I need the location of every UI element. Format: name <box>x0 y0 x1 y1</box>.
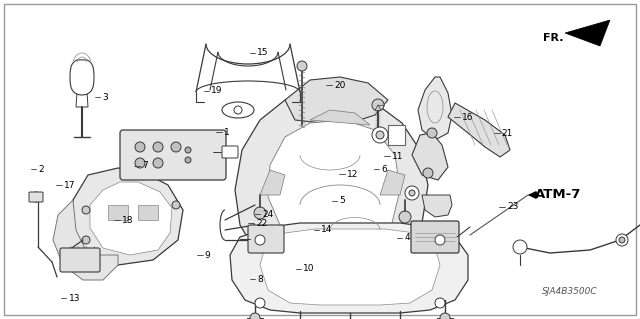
Polygon shape <box>268 120 400 253</box>
Text: ATM-7: ATM-7 <box>535 189 581 202</box>
FancyBboxPatch shape <box>248 225 284 253</box>
Polygon shape <box>285 77 388 123</box>
Text: 16: 16 <box>462 113 474 122</box>
Circle shape <box>409 190 415 196</box>
Text: 3: 3 <box>102 93 108 102</box>
Polygon shape <box>70 60 94 95</box>
Text: 9: 9 <box>205 251 211 260</box>
Text: 5: 5 <box>339 197 345 205</box>
Circle shape <box>513 240 527 254</box>
Text: SJA4B3500C: SJA4B3500C <box>542 287 598 296</box>
Circle shape <box>185 157 191 163</box>
Circle shape <box>435 235 445 245</box>
Text: FR.: FR. <box>543 33 563 43</box>
Text: 12: 12 <box>347 170 358 179</box>
Circle shape <box>255 235 265 245</box>
Circle shape <box>250 313 260 319</box>
Polygon shape <box>138 205 158 220</box>
Text: 15: 15 <box>257 48 269 57</box>
Circle shape <box>171 142 181 152</box>
Text: 11: 11 <box>392 152 403 161</box>
Text: 17: 17 <box>64 181 76 189</box>
Circle shape <box>435 298 445 308</box>
Circle shape <box>427 128 437 138</box>
Text: 7: 7 <box>142 161 148 170</box>
Text: 21: 21 <box>502 129 513 138</box>
Polygon shape <box>412 133 448 180</box>
Text: 18: 18 <box>122 216 133 225</box>
Polygon shape <box>235 93 428 273</box>
Ellipse shape <box>222 102 254 118</box>
Circle shape <box>254 207 266 219</box>
Polygon shape <box>230 223 468 313</box>
FancyBboxPatch shape <box>60 248 100 272</box>
Polygon shape <box>380 170 405 195</box>
Circle shape <box>31 192 41 202</box>
Polygon shape <box>418 77 452 140</box>
Circle shape <box>82 236 90 244</box>
FancyBboxPatch shape <box>222 146 238 158</box>
Circle shape <box>234 106 242 114</box>
Circle shape <box>619 237 625 243</box>
Circle shape <box>399 211 411 223</box>
Polygon shape <box>422 195 452 217</box>
Text: 24: 24 <box>262 210 274 219</box>
Circle shape <box>135 158 145 168</box>
Circle shape <box>297 61 307 71</box>
Circle shape <box>372 127 388 143</box>
Circle shape <box>135 142 145 152</box>
Circle shape <box>376 131 384 139</box>
Polygon shape <box>448 103 510 157</box>
Polygon shape <box>260 229 440 305</box>
Circle shape <box>153 158 163 168</box>
Circle shape <box>185 147 191 153</box>
Text: 6: 6 <box>381 165 387 174</box>
Text: 22: 22 <box>256 219 268 228</box>
Polygon shape <box>260 170 285 195</box>
Circle shape <box>255 298 265 308</box>
Circle shape <box>372 99 384 111</box>
Text: 13: 13 <box>68 294 80 303</box>
Text: 23: 23 <box>507 202 518 211</box>
Circle shape <box>423 168 433 178</box>
Polygon shape <box>90 182 172 255</box>
Circle shape <box>82 206 90 214</box>
Circle shape <box>440 313 450 319</box>
Text: 2: 2 <box>38 165 44 174</box>
Circle shape <box>616 234 628 246</box>
Polygon shape <box>53 200 118 280</box>
Polygon shape <box>108 205 128 220</box>
Text: 19: 19 <box>211 86 223 95</box>
Text: 8: 8 <box>257 275 263 284</box>
Text: 10: 10 <box>303 264 315 273</box>
FancyBboxPatch shape <box>120 130 226 180</box>
Text: 14: 14 <box>321 225 333 234</box>
FancyBboxPatch shape <box>411 221 459 253</box>
FancyBboxPatch shape <box>29 192 43 202</box>
Circle shape <box>405 186 419 200</box>
Polygon shape <box>388 125 405 145</box>
Text: 4: 4 <box>404 233 410 242</box>
Polygon shape <box>73 168 183 265</box>
Text: 20: 20 <box>334 81 346 90</box>
Circle shape <box>172 201 180 209</box>
Polygon shape <box>310 110 370 125</box>
Circle shape <box>153 142 163 152</box>
Text: 1: 1 <box>224 128 230 137</box>
Polygon shape <box>76 92 88 107</box>
Polygon shape <box>565 20 610 46</box>
